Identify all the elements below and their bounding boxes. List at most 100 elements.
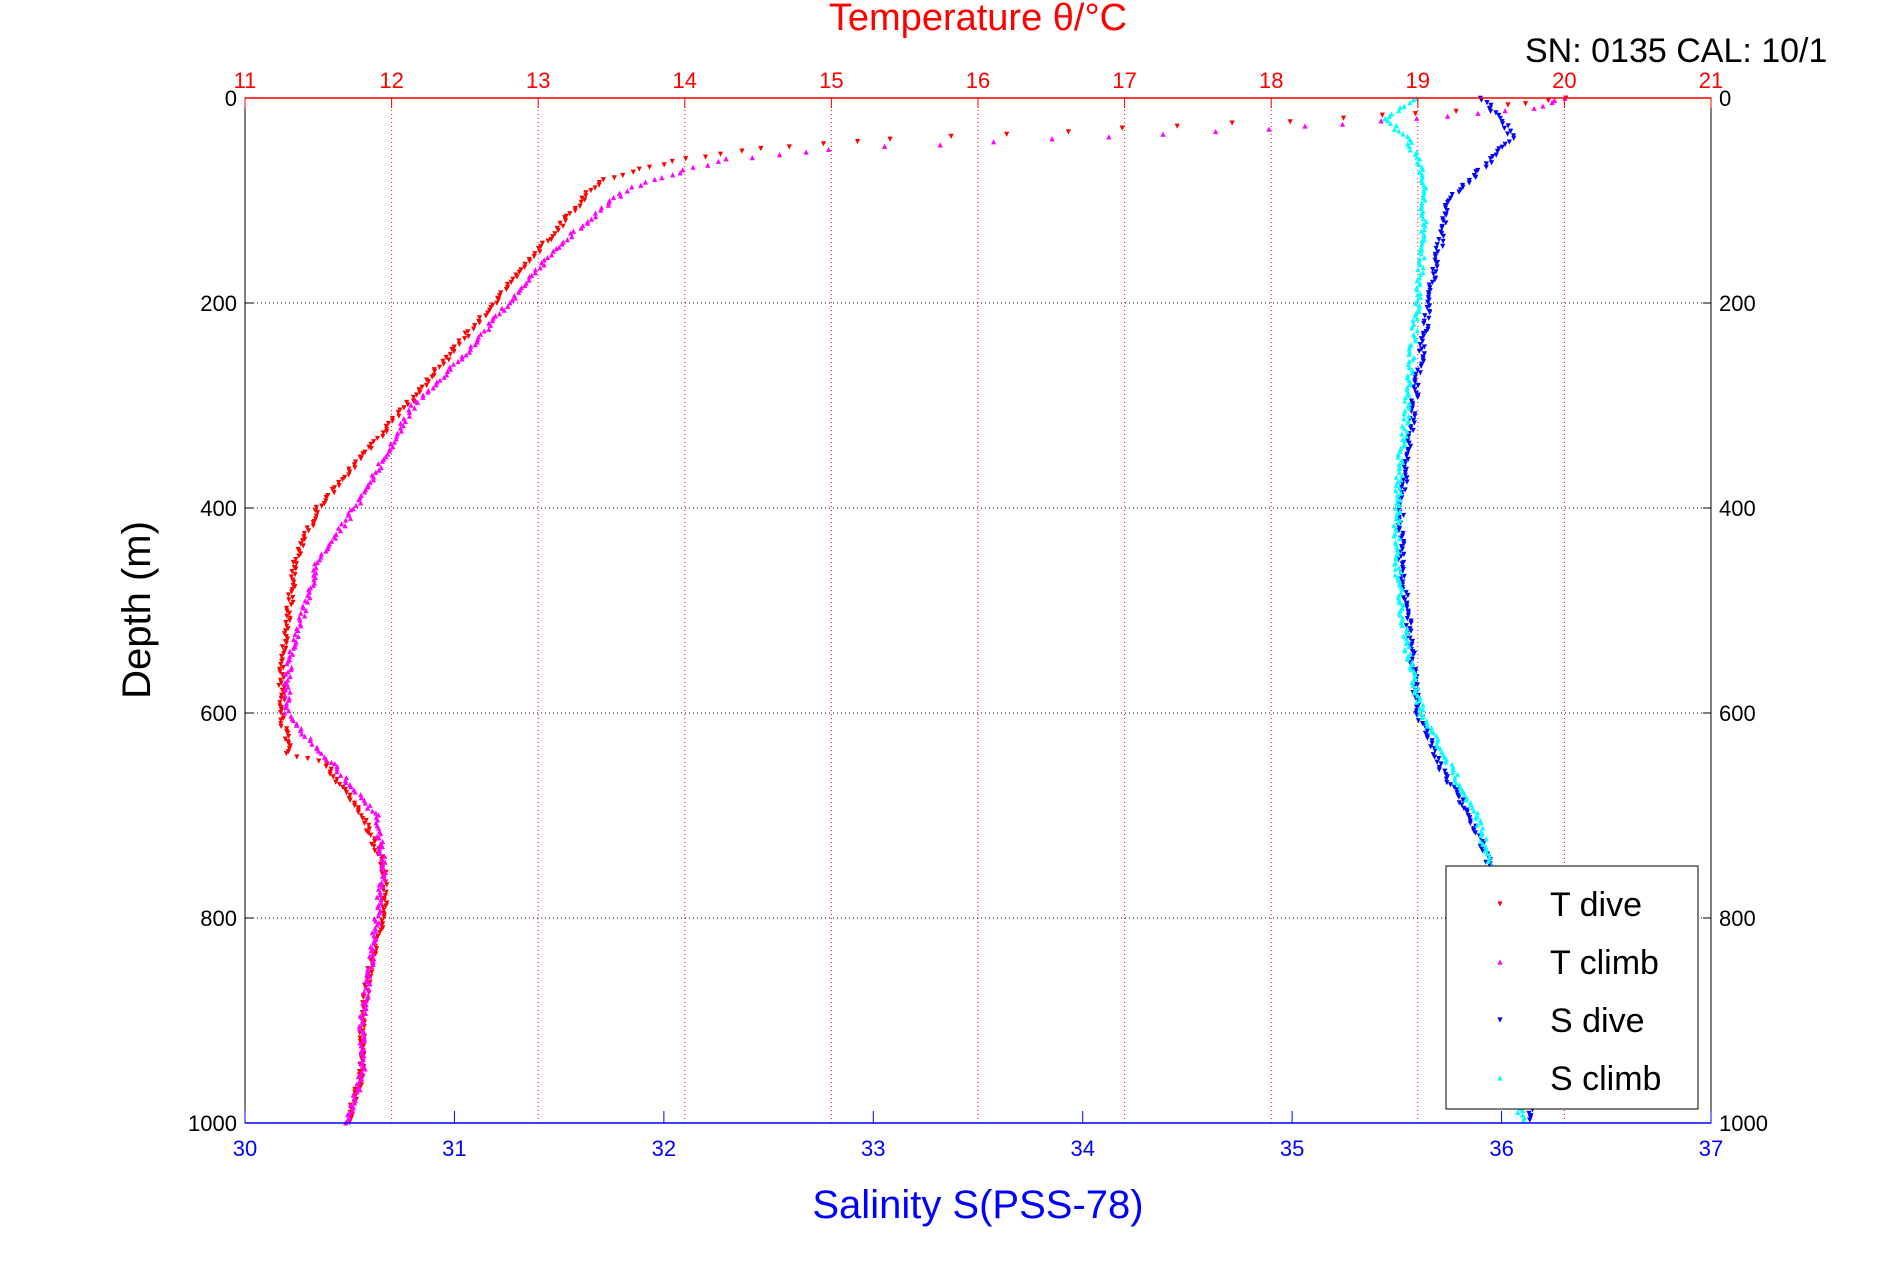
temperature-tick-label: 17 xyxy=(1112,68,1136,93)
data-point xyxy=(472,341,478,348)
data-point xyxy=(1415,266,1421,273)
data-point xyxy=(1409,679,1415,685)
data-point xyxy=(503,286,509,293)
data-point xyxy=(1435,249,1441,255)
data-point xyxy=(1457,785,1463,791)
data-point xyxy=(1502,108,1508,114)
data-point xyxy=(367,832,374,838)
data-point xyxy=(277,669,283,675)
data-point xyxy=(363,817,369,824)
data-point xyxy=(1229,120,1235,126)
series-t-climb xyxy=(282,95,1568,1126)
data-point xyxy=(446,357,452,363)
data-point xyxy=(1460,797,1466,803)
data-point xyxy=(606,199,612,206)
data-point xyxy=(1409,638,1416,645)
data-point xyxy=(279,687,285,693)
data-point xyxy=(578,225,584,231)
data-point xyxy=(1004,131,1010,137)
data-point xyxy=(377,889,383,895)
depth-tick-label-right: 0 xyxy=(1719,86,1731,111)
data-point xyxy=(1405,361,1411,367)
data-point xyxy=(337,528,344,534)
data-point xyxy=(328,759,335,766)
data-point xyxy=(1412,111,1419,117)
data-point xyxy=(1399,459,1406,465)
data-point xyxy=(1479,848,1486,854)
data-point xyxy=(287,689,293,695)
data-point xyxy=(361,820,368,827)
data-point xyxy=(1409,662,1415,668)
data-point xyxy=(1443,776,1450,782)
data-point xyxy=(555,227,561,234)
data-point xyxy=(450,361,457,367)
data-point xyxy=(339,477,346,483)
data-point xyxy=(363,998,369,1004)
data-point xyxy=(1408,425,1414,431)
data-point xyxy=(1397,497,1403,503)
data-point xyxy=(278,695,284,701)
data-point xyxy=(290,717,296,723)
data-point xyxy=(292,631,298,637)
salinity-tick-label: 34 xyxy=(1070,1136,1094,1161)
data-point xyxy=(624,188,630,194)
data-point xyxy=(1398,477,1404,483)
data-point xyxy=(283,671,289,677)
data-point xyxy=(516,289,522,295)
data-point xyxy=(1434,261,1440,267)
data-point xyxy=(1394,500,1400,506)
data-point xyxy=(486,307,493,313)
data-point xyxy=(1174,123,1180,129)
data-point xyxy=(1409,325,1415,331)
data-point xyxy=(357,1084,363,1090)
data-point xyxy=(1422,197,1428,203)
data-point xyxy=(560,223,566,229)
data-point xyxy=(1505,131,1511,137)
data-point xyxy=(323,763,329,770)
temperature-tick-label: 14 xyxy=(673,68,697,93)
data-point xyxy=(345,1117,351,1123)
data-point xyxy=(376,467,382,473)
data-point xyxy=(1440,238,1446,245)
data-point xyxy=(372,848,378,854)
data-point xyxy=(1394,492,1401,498)
data-point xyxy=(278,723,284,730)
data-point xyxy=(1407,100,1413,106)
data-point xyxy=(382,853,388,859)
data-point xyxy=(280,665,286,671)
data-point xyxy=(1475,110,1481,116)
data-point xyxy=(1434,264,1440,270)
data-point xyxy=(1389,111,1395,117)
data-point xyxy=(386,448,393,454)
data-point xyxy=(1403,640,1409,646)
data-point xyxy=(487,322,494,328)
data-point xyxy=(1461,805,1467,812)
data-point xyxy=(1414,328,1421,334)
data-point xyxy=(1416,161,1422,167)
data-point xyxy=(292,641,299,647)
data-point xyxy=(367,981,373,987)
data-point xyxy=(304,525,310,531)
data-point xyxy=(278,710,284,716)
salinity-tick-label: 35 xyxy=(1280,1136,1304,1161)
data-point xyxy=(1459,789,1465,795)
data-point xyxy=(466,349,473,355)
data-point xyxy=(468,343,474,349)
data-point xyxy=(400,423,406,429)
data-point xyxy=(1423,328,1429,335)
data-point xyxy=(1410,682,1416,689)
data-point xyxy=(367,974,373,980)
data-point xyxy=(376,835,382,841)
data-point xyxy=(1436,767,1442,773)
data-point xyxy=(1287,119,1293,125)
data-point xyxy=(1396,535,1403,542)
data-point xyxy=(351,1100,358,1106)
data-point xyxy=(1408,139,1415,145)
data-point xyxy=(1417,697,1423,704)
data-point xyxy=(315,748,322,754)
data-point xyxy=(1407,147,1413,153)
data-point xyxy=(361,1053,367,1059)
data-point xyxy=(300,538,306,544)
data-point xyxy=(278,692,285,698)
data-point xyxy=(440,358,446,364)
